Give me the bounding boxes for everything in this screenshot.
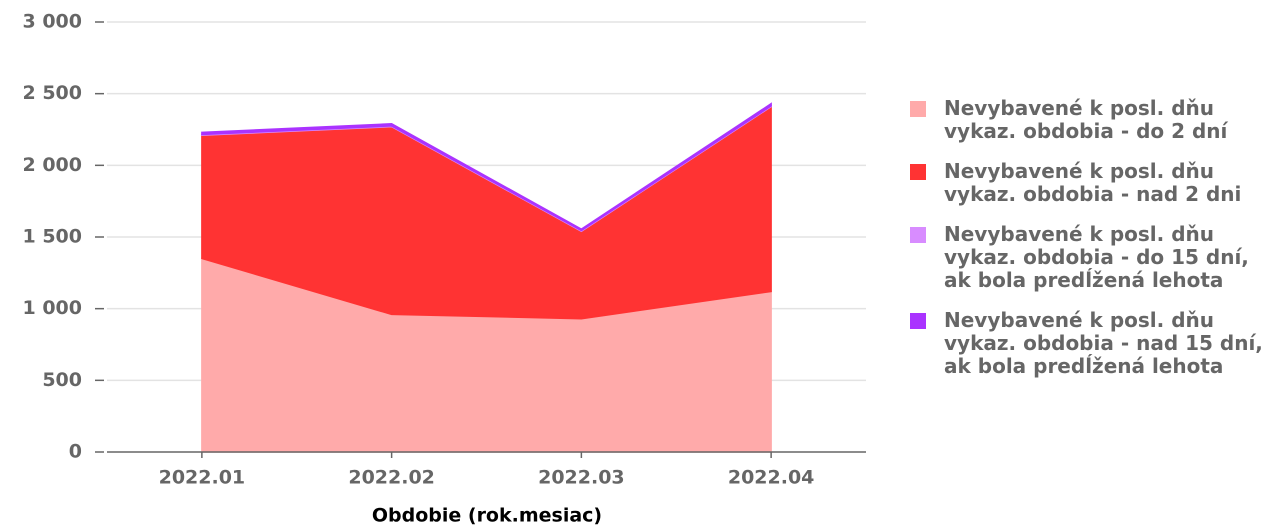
y-tick-label: 0 <box>69 441 82 463</box>
legend: Nevybavené k posl. dňu vykaz. obdobia - … <box>910 97 1272 378</box>
y-tick-label: 2 500 <box>23 82 83 104</box>
x-tick-label: 2022.03 <box>538 467 625 489</box>
legend-swatch <box>910 313 926 329</box>
legend-label: Nevybavené k posl. dňu vykaz. obdobia - … <box>944 222 1249 292</box>
areas <box>107 21 866 453</box>
legend-swatch <box>910 227 926 243</box>
area <box>201 102 772 232</box>
legend-label: Nevybavené k posl. dňu vykaz. obdobia - … <box>944 96 1228 143</box>
legend-item: Nevybavené k posl. dňu vykaz. obdobia - … <box>910 309 1272 378</box>
legend-item: Nevybavené k posl. dňu vykaz. obdobia - … <box>910 223 1272 292</box>
x-tick-label: 2022.01 <box>159 467 246 489</box>
legend-item: Nevybavené k posl. dňu vykaz. obdobia - … <box>910 160 1272 206</box>
x-tick-label: 2022.02 <box>348 467 435 489</box>
x-axis-label: Obdobie (rok.mesiac) <box>372 505 602 527</box>
legend-swatch <box>910 164 926 180</box>
y-tick-label: 2 000 <box>23 154 83 176</box>
x-tick-label: 2022.04 <box>728 467 815 489</box>
legend-label: Nevybavené k posl. dňu vykaz. obdobia - … <box>944 159 1242 206</box>
y-tick-label: 500 <box>42 369 82 391</box>
y-tick-label: 3 000 <box>23 11 83 33</box>
y-tick-label: 1 000 <box>23 297 83 319</box>
y-tick-label: 1 500 <box>23 226 83 248</box>
legend-item: Nevybavené k posl. dňu vykaz. obdobia - … <box>910 97 1272 143</box>
legend-swatch <box>910 101 926 117</box>
legend-label: Nevybavené k posl. dňu vykaz. obdobia - … <box>944 308 1263 378</box>
